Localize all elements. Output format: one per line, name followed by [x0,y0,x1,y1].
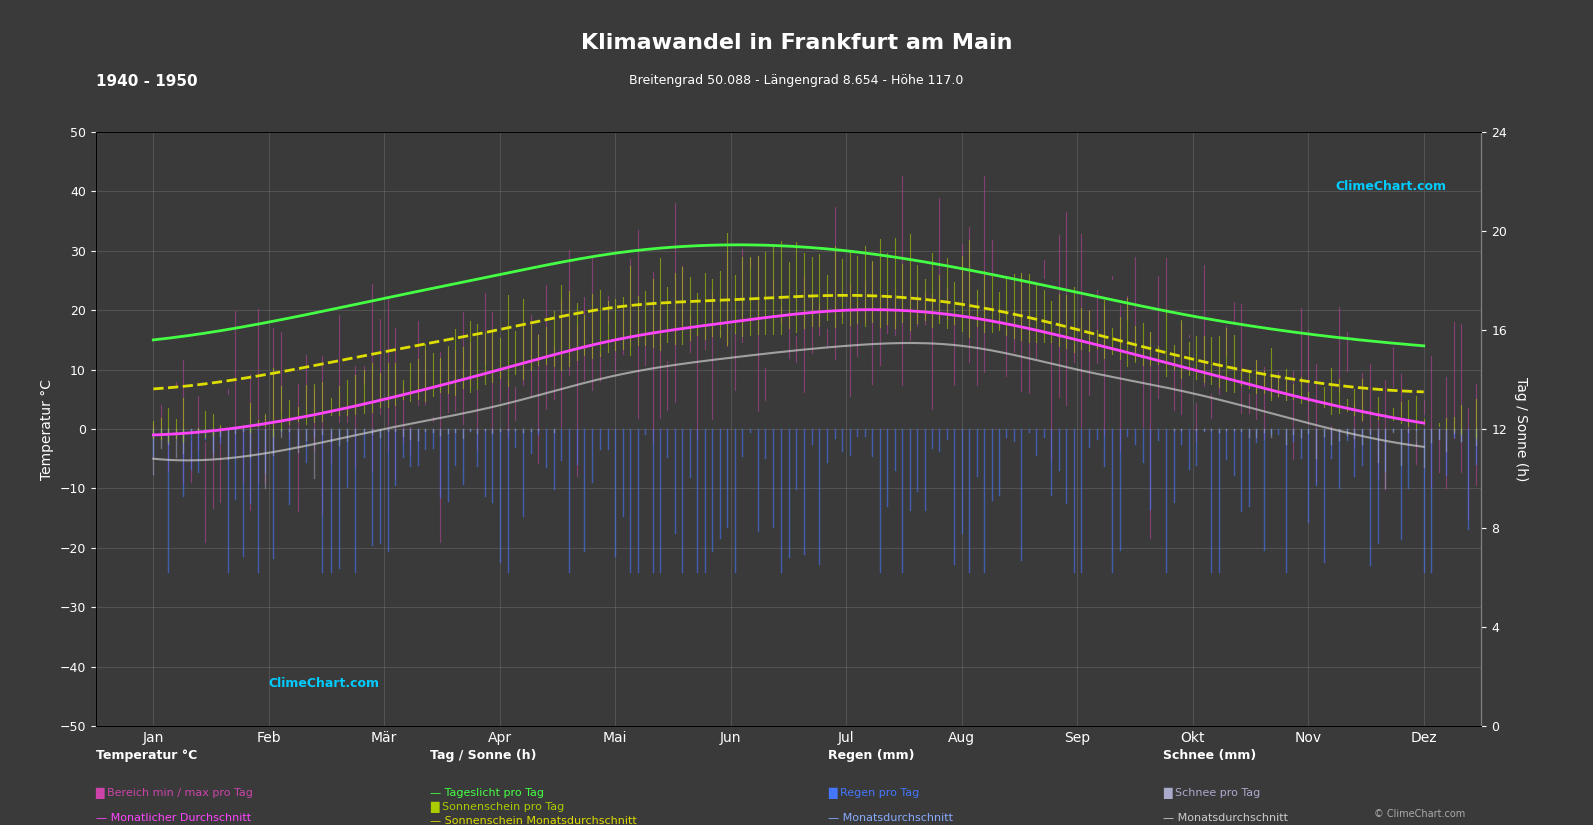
Text: ClimeChart.com: ClimeChart.com [1337,180,1446,192]
Text: Breitengrad 50.088 - Längengrad 8.654 - Höhe 117.0: Breitengrad 50.088 - Längengrad 8.654 - … [629,74,964,87]
Text: © ClimeChart.com: © ClimeChart.com [1375,808,1466,818]
Text: Regen (mm): Regen (mm) [828,749,914,762]
Text: █ Bereich min / max pro Tag: █ Bereich min / max pro Tag [96,788,253,799]
Text: █ Sonnenschein pro Tag: █ Sonnenschein pro Tag [430,802,564,813]
Y-axis label: Temperatur °C: Temperatur °C [40,379,54,479]
Text: — Tageslicht pro Tag: — Tageslicht pro Tag [430,788,545,798]
Text: Temperatur °C: Temperatur °C [96,749,198,762]
Text: — Sonnenschein Monatsdurchschnitt: — Sonnenschein Monatsdurchschnitt [430,816,637,825]
Text: — Monatsdurchschnitt: — Monatsdurchschnitt [1163,813,1287,823]
Text: — Monatlicher Durchschnitt: — Monatlicher Durchschnitt [96,813,250,823]
Y-axis label: Tag / Sonne (h): Tag / Sonne (h) [1513,377,1528,481]
Text: ClimeChart.com: ClimeChart.com [269,677,379,691]
Text: Tag / Sonne (h): Tag / Sonne (h) [430,749,537,762]
Text: Klimawandel in Frankfurt am Main: Klimawandel in Frankfurt am Main [581,33,1012,53]
Text: █ Regen pro Tag: █ Regen pro Tag [828,788,919,799]
Text: 1940 - 1950: 1940 - 1950 [96,74,198,89]
Text: █ Schnee pro Tag: █ Schnee pro Tag [1163,788,1260,799]
Text: Schnee (mm): Schnee (mm) [1163,749,1257,762]
Text: — Monatsdurchschnitt: — Monatsdurchschnitt [828,813,953,823]
